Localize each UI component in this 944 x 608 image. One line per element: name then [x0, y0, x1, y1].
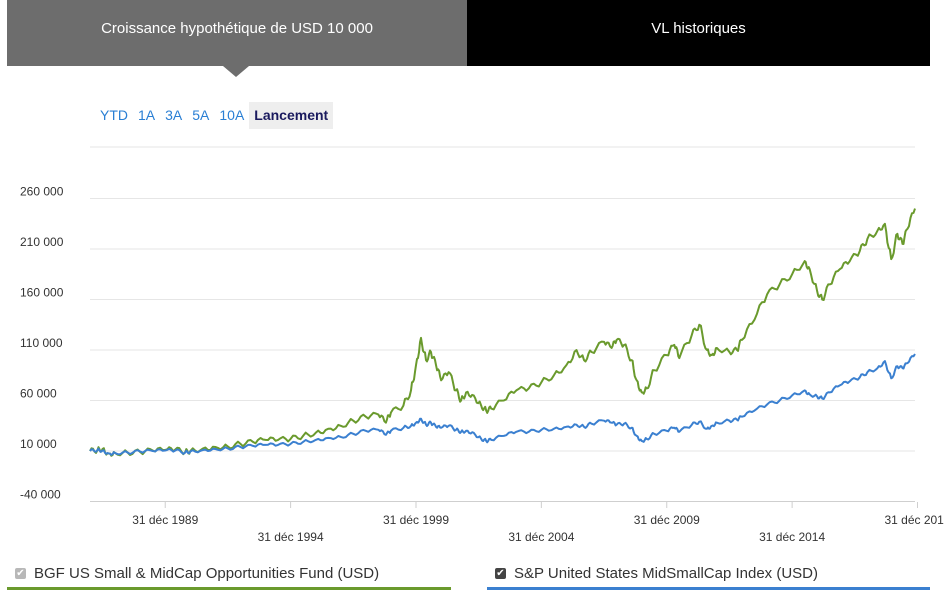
series-line-fund: [89, 208, 916, 457]
legend-label-index: S&P United States MidSmallCap Index (USD…: [514, 565, 819, 582]
series-lines: [89, 208, 916, 457]
tab-historical-nav[interactable]: VL historiques: [467, 0, 930, 66]
x-tick-label: 31 déc 1989: [132, 513, 198, 527]
legend-item-fund[interactable]: ✔ BGF US Small & MidCap Opportunities Fu…: [7, 560, 451, 590]
growth-chart: -40 000 10 000 60 000 110 000 160 000 210 000…: [20, 146, 944, 544]
tab-hypothetical-growth-label: Croissance hypothétique de USD 10 000: [101, 20, 373, 37]
legend-item-index[interactable]: ✔ S&P United States MidSmallCap Index (U…: [487, 560, 930, 590]
y-tick-label: -40 000: [20, 488, 61, 502]
range-button-launch[interactable]: Lancement: [249, 102, 334, 129]
tab-historical-nav-label: VL historiques: [651, 20, 746, 37]
legend-label-fund: BGF US Small & MidCap Opportunities Fund…: [34, 565, 380, 582]
checkbox-icon[interactable]: ✔: [15, 568, 26, 579]
y-tick-label: 60 000: [20, 387, 57, 401]
range-button-10y[interactable]: 10A: [219, 107, 245, 123]
x-tick-label: 31 déc 2009: [634, 513, 700, 527]
y-axis-labels: -40 000 10 000 60 000 110 000 160 000 210 000…: [20, 185, 64, 502]
checkbox-icon[interactable]: ✔: [495, 568, 506, 579]
range-selector: YTD 1A 3A 5A 10A Lancement: [95, 102, 334, 129]
y-tick-label: 260 000: [20, 185, 64, 199]
y-tick-label: 160 000: [20, 286, 64, 300]
range-button-3y[interactable]: 3A: [165, 107, 183, 123]
range-button-5y[interactable]: 5A: [192, 107, 210, 123]
x-tick-label: 31 déc 1999: [383, 513, 449, 527]
x-tick-label: 31 déc 2019: [884, 513, 944, 527]
x-tick-label: 31 déc 2004: [508, 530, 574, 544]
chart-tabs: Croissance hypothétique de USD 10 000 VL…: [7, 0, 930, 77]
x-axis-labels: 31 déc 1989 31 déc 1994 31 déc 1999 31 déc …: [132, 502, 944, 544]
tab-hypothetical-growth[interactable]: Croissance hypothétique de USD 10 000: [7, 0, 467, 77]
y-tick-label: 10 000: [20, 437, 57, 451]
range-button-ytd[interactable]: YTD: [100, 107, 128, 123]
x-tick-label: 31 déc 2014: [759, 530, 825, 544]
x-tick-label: 31 déc 1994: [258, 530, 324, 544]
range-button-1y[interactable]: 1A: [138, 107, 156, 123]
series-line-index: [89, 353, 916, 456]
y-tick-label: 210 000: [20, 235, 64, 249]
active-tab-pointer: [223, 66, 249, 77]
y-tick-label: 110 000: [20, 336, 63, 350]
